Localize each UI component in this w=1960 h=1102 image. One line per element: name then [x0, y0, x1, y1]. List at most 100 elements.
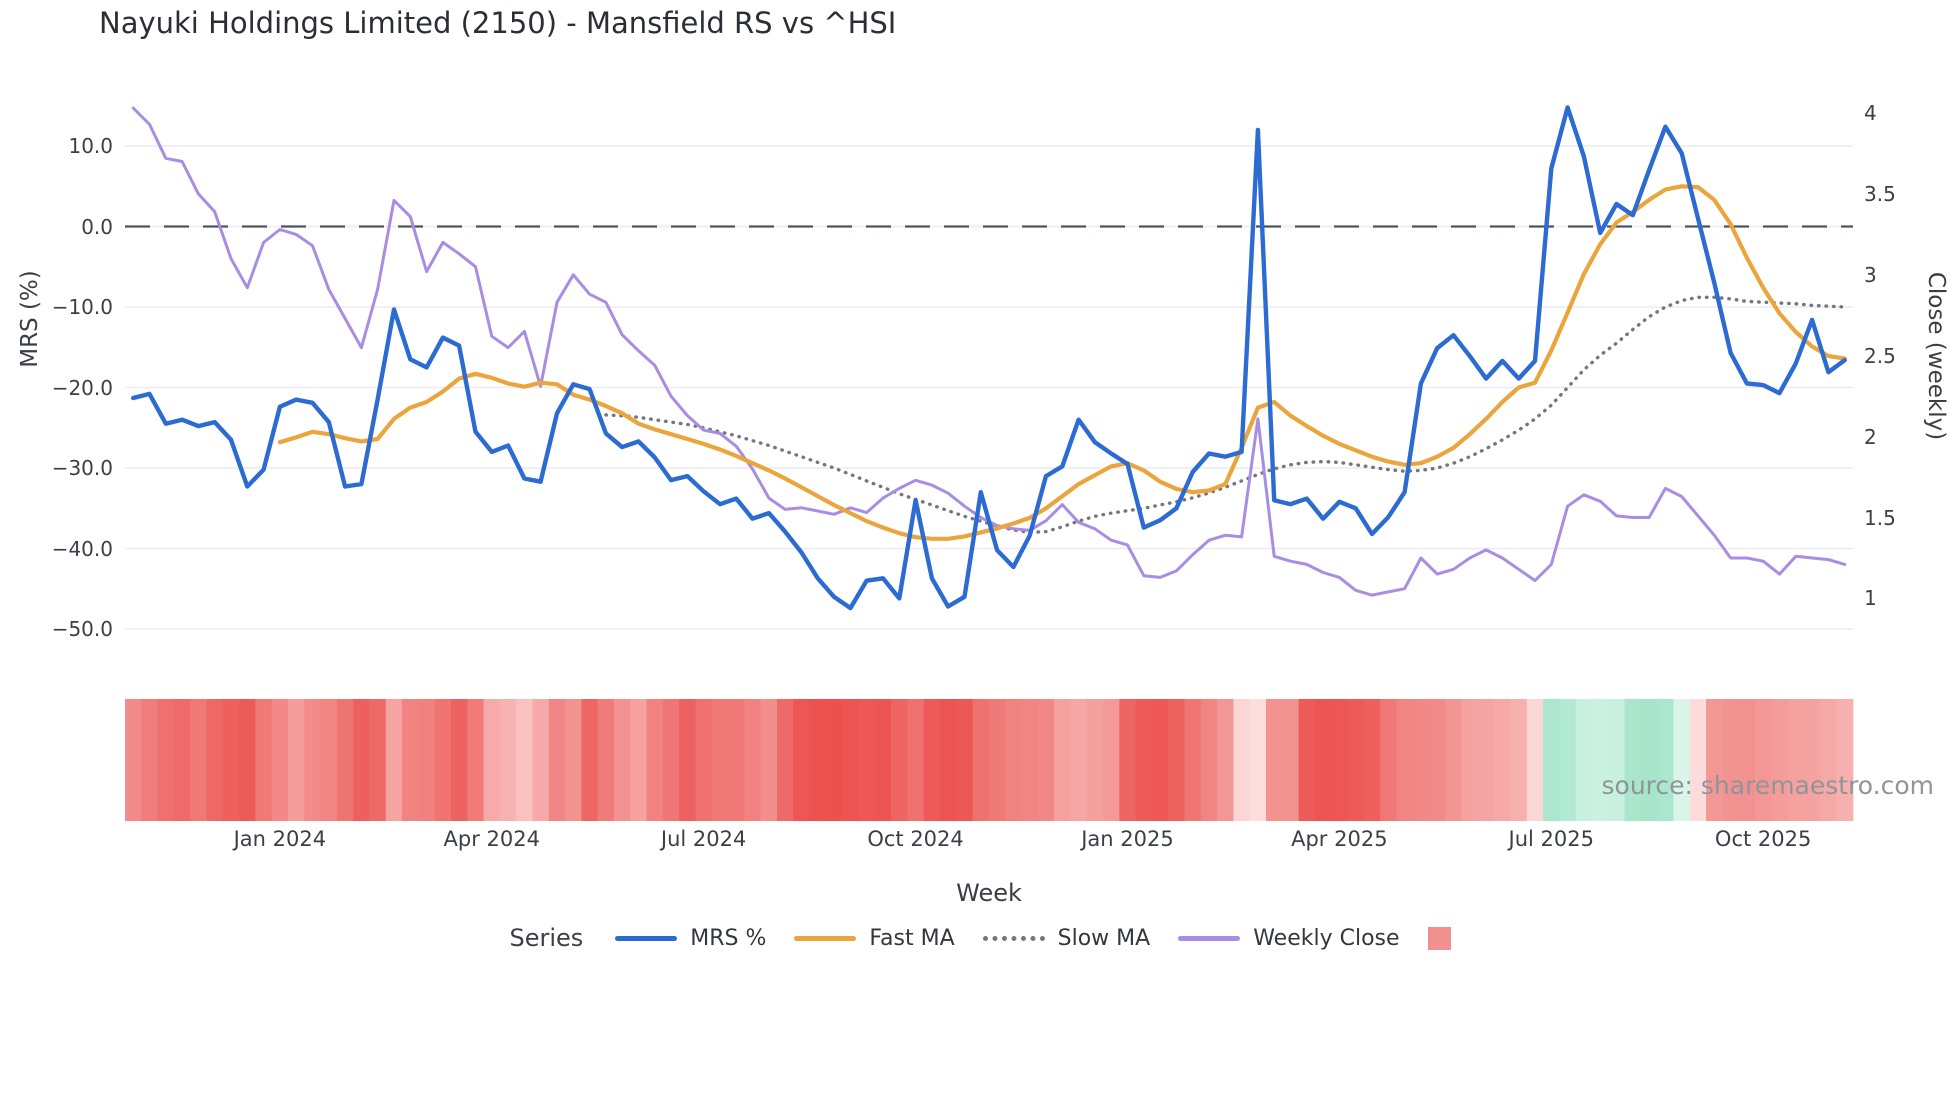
heatmap-cell [467, 699, 485, 821]
source-watermark: source: sharemaestro.com [1601, 771, 1935, 800]
x-tick-label: Apr 2024 [443, 827, 540, 851]
heatmap-cell [1054, 699, 1071, 821]
x-tick-label: Jul 2024 [660, 827, 747, 851]
heatmap-cell [630, 699, 648, 821]
heatmap-cell [1380, 699, 1397, 821]
heatmap-cell [1494, 699, 1512, 821]
heatmap-cell [1363, 699, 1381, 821]
x-tick-label: Jan 2024 [233, 827, 327, 851]
legend-item [1427, 926, 1451, 950]
heatmap-cell [288, 699, 305, 821]
heatmap-cell [1461, 699, 1479, 821]
heatmap-cell [1803, 699, 1821, 821]
heatmap-cell [1249, 699, 1267, 821]
legend-swatch-weekly-close [1178, 935, 1241, 941]
heatmap-cell [1559, 699, 1577, 821]
chart-title: Nayuki Holdings Limited (2150) - Mansfie… [99, 6, 897, 40]
x-tick-label: Jan 2025 [1081, 827, 1174, 851]
heatmap-cell [1755, 699, 1772, 821]
right-tick-label: 2 [1864, 424, 1877, 449]
heatmap-cell [1119, 699, 1137, 821]
legend: Series MRS % Fast MA Slow MA Weekly Close [0, 924, 1960, 952]
left-tick-label: −30.0 [51, 456, 113, 480]
legend-item: Slow MA [982, 925, 1151, 951]
right-tick-label: 2.5 [1864, 343, 1896, 368]
heatmap-cell [679, 699, 697, 821]
heatmap-cell [597, 699, 615, 821]
heatmap-cell [1640, 699, 1658, 821]
heatmap-cell [777, 699, 794, 821]
heatmap-cell [157, 699, 175, 821]
left-tick-label: −10.0 [51, 295, 113, 319]
series-line-mrs- [130, 105, 1847, 611]
heatmap-cell [1184, 699, 1202, 821]
heatmap-cell [402, 699, 419, 821]
heatmap-cell [206, 699, 224, 821]
heatmap-cell [1787, 699, 1805, 821]
heatmap-cell [1429, 699, 1446, 821]
heatmap-cell [760, 699, 778, 821]
right-tick-label: 3.5 [1864, 181, 1896, 206]
heatmap-cell [1282, 699, 1300, 821]
x-tick-label: Oct 2025 [1714, 827, 1812, 851]
heatmap-cell [1673, 699, 1691, 821]
heatmap-cell [304, 699, 322, 821]
heatmap-cell [190, 699, 208, 821]
heatmap-cell [842, 699, 860, 821]
heatmap-cell [141, 699, 159, 821]
heatmap-cell [1200, 699, 1218, 821]
x-axis-label: Week [956, 879, 1022, 907]
heatmap-cell [1412, 699, 1430, 821]
left-tick-label: 0.0 [81, 214, 113, 239]
legend-item-label: MRS % [690, 925, 767, 951]
heatmap-cell [581, 699, 599, 821]
heatmap-cell [1151, 699, 1169, 821]
series-line-fast-ma [277, 184, 1847, 541]
heatmap-cell [1233, 699, 1251, 821]
heatmap-cell [1820, 699, 1838, 821]
legend-item-label: Fast MA [869, 925, 955, 951]
heatmap-cell [1689, 699, 1707, 821]
legend-item-label: Slow MA [1057, 925, 1151, 951]
heatmap-cell [320, 699, 338, 821]
heatmap-cell [1037, 699, 1055, 821]
heatmap-cell [353, 699, 371, 821]
heatmap-cell [1266, 699, 1283, 821]
heatmap-cell [1592, 699, 1609, 821]
heatmap-cell [1738, 699, 1756, 821]
heatmap-cell [532, 699, 550, 821]
legend-swatch-fast-ma [794, 935, 857, 941]
heatmap-cell [793, 699, 811, 821]
heatmap-cell [1706, 699, 1723, 821]
heatmap-cell [1445, 699, 1463, 821]
heatmap-cell [956, 699, 974, 821]
right-tick-label: 1 [1864, 586, 1877, 611]
heatmap-cell [1103, 699, 1120, 821]
heatmap-cell [1347, 699, 1365, 821]
x-tick-label: Apr 2025 [1291, 827, 1388, 851]
heatmap-cell [239, 699, 256, 821]
heatmap-cell [972, 699, 990, 821]
series-line-slow-ma [604, 295, 1847, 535]
heatmap-cell [369, 699, 387, 821]
heatmap-cell [744, 699, 762, 821]
heatmap-cell [1298, 699, 1316, 821]
heatmap-cell [614, 699, 631, 821]
heatmap-cell [1722, 699, 1740, 821]
right-tick-label: 4 [1864, 101, 1877, 125]
heatmap-cell [565, 699, 582, 821]
heatmap-cell [434, 699, 452, 821]
heatmap-cell [385, 699, 403, 821]
y-axis-label-left: MRS (%) [17, 270, 43, 368]
heatmap-cell [222, 699, 240, 821]
heatmap-cell [891, 699, 908, 821]
heatmap-cell [483, 699, 501, 821]
heatmap-cell [711, 699, 729, 821]
heatmap-cell [907, 699, 925, 821]
left-tick-label: 10.0 [68, 134, 113, 158]
heatmap-cell [1070, 699, 1088, 821]
heatmap-cell [1477, 699, 1495, 821]
heatmap-cell [940, 699, 957, 821]
